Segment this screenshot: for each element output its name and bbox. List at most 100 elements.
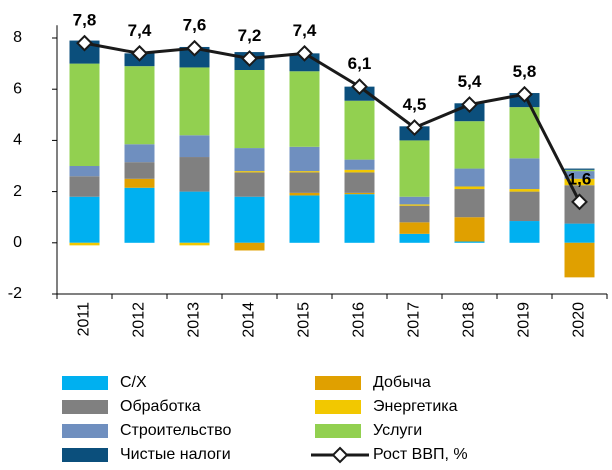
bar-segment: [234, 196, 265, 243]
bar-segment: [344, 100, 375, 160]
x-tick-label: 2017: [406, 302, 423, 338]
bar-segment: [69, 176, 100, 197]
bar-segment: [289, 195, 320, 243]
bar-segment: [234, 171, 265, 173]
legend-label: Строительство: [120, 422, 231, 439]
bar-segment: [234, 70, 265, 149]
bar-segment: [179, 191, 210, 243]
y-tick-label: -2: [8, 285, 22, 302]
bar-segment: [69, 166, 100, 177]
legend-swatch: [62, 400, 108, 414]
legend-label: Рост ВВП, %: [373, 446, 468, 463]
legend-swatch: [62, 424, 108, 438]
bar-segment: [179, 135, 210, 158]
bar-segment: [399, 196, 430, 205]
legend-label: Энергетика: [373, 398, 458, 415]
line-marker: [516, 85, 533, 103]
bar-segment: [234, 242, 265, 251]
bar-segment: [234, 148, 265, 172]
legend-swatch: [62, 448, 108, 462]
bar-segment: [399, 222, 430, 234]
bar-segment: [69, 242, 100, 246]
bar-segment: [399, 233, 430, 243]
bar-segment: [564, 169, 595, 172]
bar-segment: [344, 194, 375, 243]
x-tick-label: 2018: [461, 302, 478, 338]
bar-segment: [399, 204, 430, 206]
data-label: 1,6: [568, 169, 592, 188]
bar-segment: [564, 171, 595, 179]
bar-segment: [344, 159, 375, 170]
bar-segment: [454, 217, 485, 242]
data-label: 5,8: [513, 62, 537, 81]
data-label: 7,6: [183, 16, 207, 35]
bar-segment: [179, 157, 210, 192]
bar-segment: [179, 242, 210, 246]
x-tick-label: 2020: [571, 302, 588, 338]
bar-segment: [124, 162, 155, 179]
legend-swatch: [315, 400, 361, 414]
line-marker: [461, 96, 478, 113]
legend-label: Обработка: [120, 398, 201, 415]
data-label: 7,4: [128, 21, 152, 40]
line-marker: [296, 44, 313, 62]
legend-label: Услуги: [373, 422, 422, 439]
line-marker: [76, 34, 93, 52]
bar-segment: [509, 221, 540, 243]
x-tick-label: 2012: [131, 302, 148, 338]
bar-segment: [289, 192, 320, 196]
data-label: 7,8: [73, 11, 97, 30]
legend-label: Добыча: [373, 374, 431, 391]
x-tick-label: 2013: [186, 302, 203, 338]
legend-marker: [331, 446, 349, 464]
bar-segment: [564, 223, 595, 243]
bar-segment: [344, 169, 375, 173]
bar-segment: [289, 146, 320, 172]
data-label: 7,4: [293, 21, 317, 40]
legend-label: С/Х: [120, 374, 147, 391]
bar-segment: [454, 168, 485, 187]
x-tick-label: 2016: [351, 302, 368, 338]
bar-segment: [454, 186, 485, 190]
line-marker: [406, 119, 423, 137]
bar-segment: [69, 196, 100, 243]
y-tick-label: 0: [13, 234, 22, 251]
bar-segment: [344, 192, 375, 195]
bar-segment: [124, 178, 155, 188]
bar-segment: [564, 242, 595, 278]
y-tick-label: 8: [13, 29, 22, 46]
data-label: 5,4: [458, 72, 482, 91]
line-marker: [186, 39, 203, 57]
bar-segment: [124, 66, 155, 145]
y-tick-label: 6: [13, 80, 22, 97]
bar-segment: [289, 71, 320, 147]
y-tick-label: 4: [13, 132, 22, 149]
bar-segment: [124, 187, 155, 243]
legend-swatch: [315, 424, 361, 438]
legend-swatch: [62, 376, 108, 390]
line-marker: [571, 193, 588, 211]
legend-swatch: [315, 376, 361, 390]
data-label: 4,5: [403, 95, 427, 114]
bar-segment: [179, 46, 210, 68]
line-marker: [351, 78, 368, 96]
data-label: 6,1: [348, 54, 372, 73]
bar-segment: [454, 121, 485, 169]
bar-segment: [124, 144, 155, 163]
bar-segment: [344, 172, 375, 193]
x-tick-label: 2011: [76, 302, 93, 337]
bar-segment: [399, 205, 430, 223]
line-marker: [241, 50, 258, 67]
bar-segment: [564, 168, 595, 170]
bar-segment: [564, 178, 595, 186]
bar-segment: [509, 158, 540, 190]
bar-segment: [509, 189, 540, 192]
bar-segment: [509, 191, 540, 222]
bar-segment: [179, 67, 210, 136]
x-tick-label: 2019: [516, 302, 533, 338]
bar-segment: [234, 172, 265, 197]
bar-segment: [399, 140, 430, 197]
data-label: 7,2: [238, 26, 262, 45]
x-tick-label: 2014: [241, 302, 258, 338]
